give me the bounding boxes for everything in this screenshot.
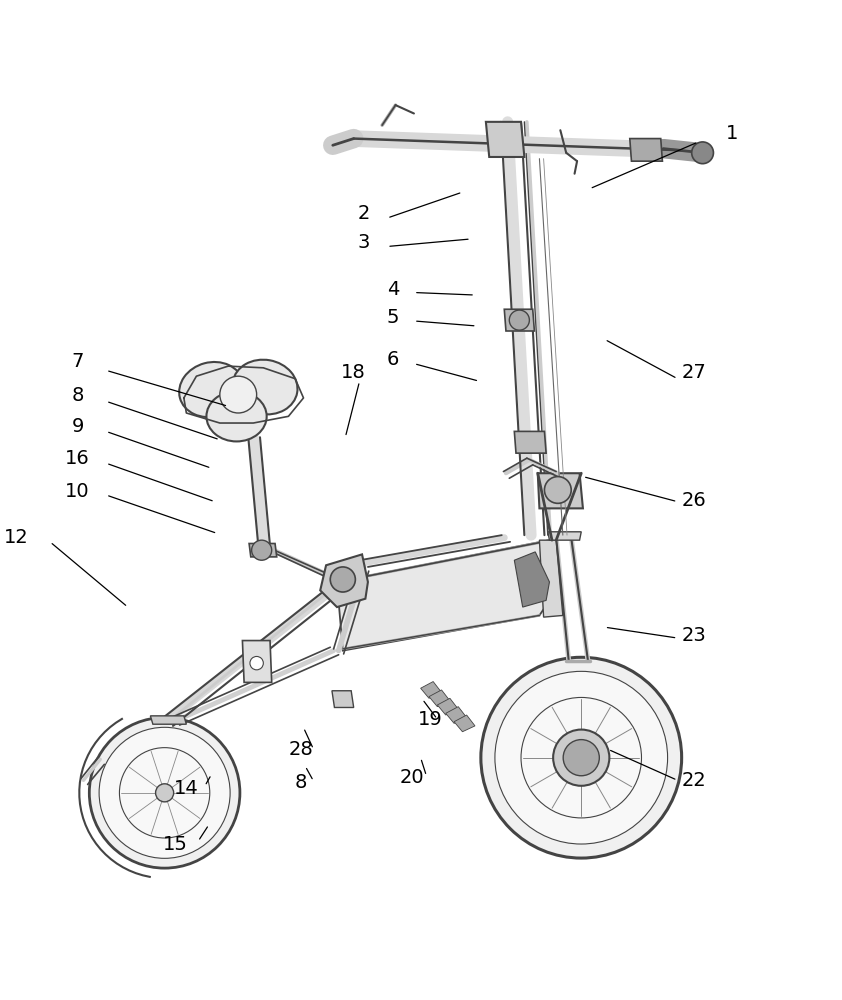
Polygon shape (437, 698, 458, 715)
Text: 1: 1 (726, 124, 738, 143)
Circle shape (89, 718, 240, 868)
Polygon shape (249, 544, 277, 557)
Polygon shape (548, 532, 581, 540)
Circle shape (553, 730, 610, 786)
Polygon shape (337, 540, 557, 651)
Text: 18: 18 (341, 363, 366, 382)
Text: 26: 26 (682, 491, 706, 510)
Circle shape (156, 784, 173, 802)
Ellipse shape (232, 360, 297, 414)
Text: 2: 2 (358, 204, 370, 223)
Circle shape (481, 657, 682, 858)
Polygon shape (486, 122, 525, 157)
Circle shape (220, 376, 257, 413)
Text: 5: 5 (386, 308, 399, 327)
Text: 14: 14 (174, 779, 199, 798)
Text: 6: 6 (386, 350, 399, 369)
Polygon shape (540, 540, 562, 617)
Text: 19: 19 (418, 710, 443, 729)
Text: 9: 9 (72, 417, 84, 436)
Text: 12: 12 (4, 528, 29, 547)
Polygon shape (445, 707, 466, 723)
Text: 20: 20 (400, 768, 424, 787)
Polygon shape (538, 473, 583, 508)
Text: 15: 15 (163, 835, 188, 854)
Ellipse shape (206, 391, 267, 441)
Circle shape (252, 540, 272, 560)
Ellipse shape (179, 362, 243, 417)
Polygon shape (630, 139, 663, 161)
Text: 8: 8 (72, 386, 84, 405)
Polygon shape (514, 431, 546, 453)
Polygon shape (454, 715, 475, 732)
Circle shape (563, 740, 600, 776)
Text: 4: 4 (386, 280, 399, 299)
Circle shape (509, 310, 530, 330)
Polygon shape (242, 641, 272, 682)
Text: 10: 10 (66, 482, 90, 501)
Circle shape (691, 142, 713, 164)
Polygon shape (504, 309, 535, 331)
Text: 7: 7 (72, 352, 84, 371)
Polygon shape (429, 690, 450, 707)
Polygon shape (151, 716, 186, 724)
Text: 28: 28 (289, 740, 313, 759)
Circle shape (250, 656, 264, 670)
Circle shape (99, 727, 230, 858)
Text: 22: 22 (682, 771, 706, 790)
Text: 23: 23 (682, 626, 706, 645)
Circle shape (330, 567, 355, 592)
Text: 27: 27 (682, 363, 706, 382)
Text: 16: 16 (65, 449, 90, 468)
Text: 3: 3 (358, 233, 370, 252)
Polygon shape (421, 682, 441, 698)
Circle shape (495, 671, 668, 844)
Polygon shape (320, 554, 368, 607)
Polygon shape (514, 552, 550, 607)
Text: 8: 8 (295, 773, 307, 792)
Polygon shape (332, 691, 354, 707)
Circle shape (545, 477, 571, 503)
